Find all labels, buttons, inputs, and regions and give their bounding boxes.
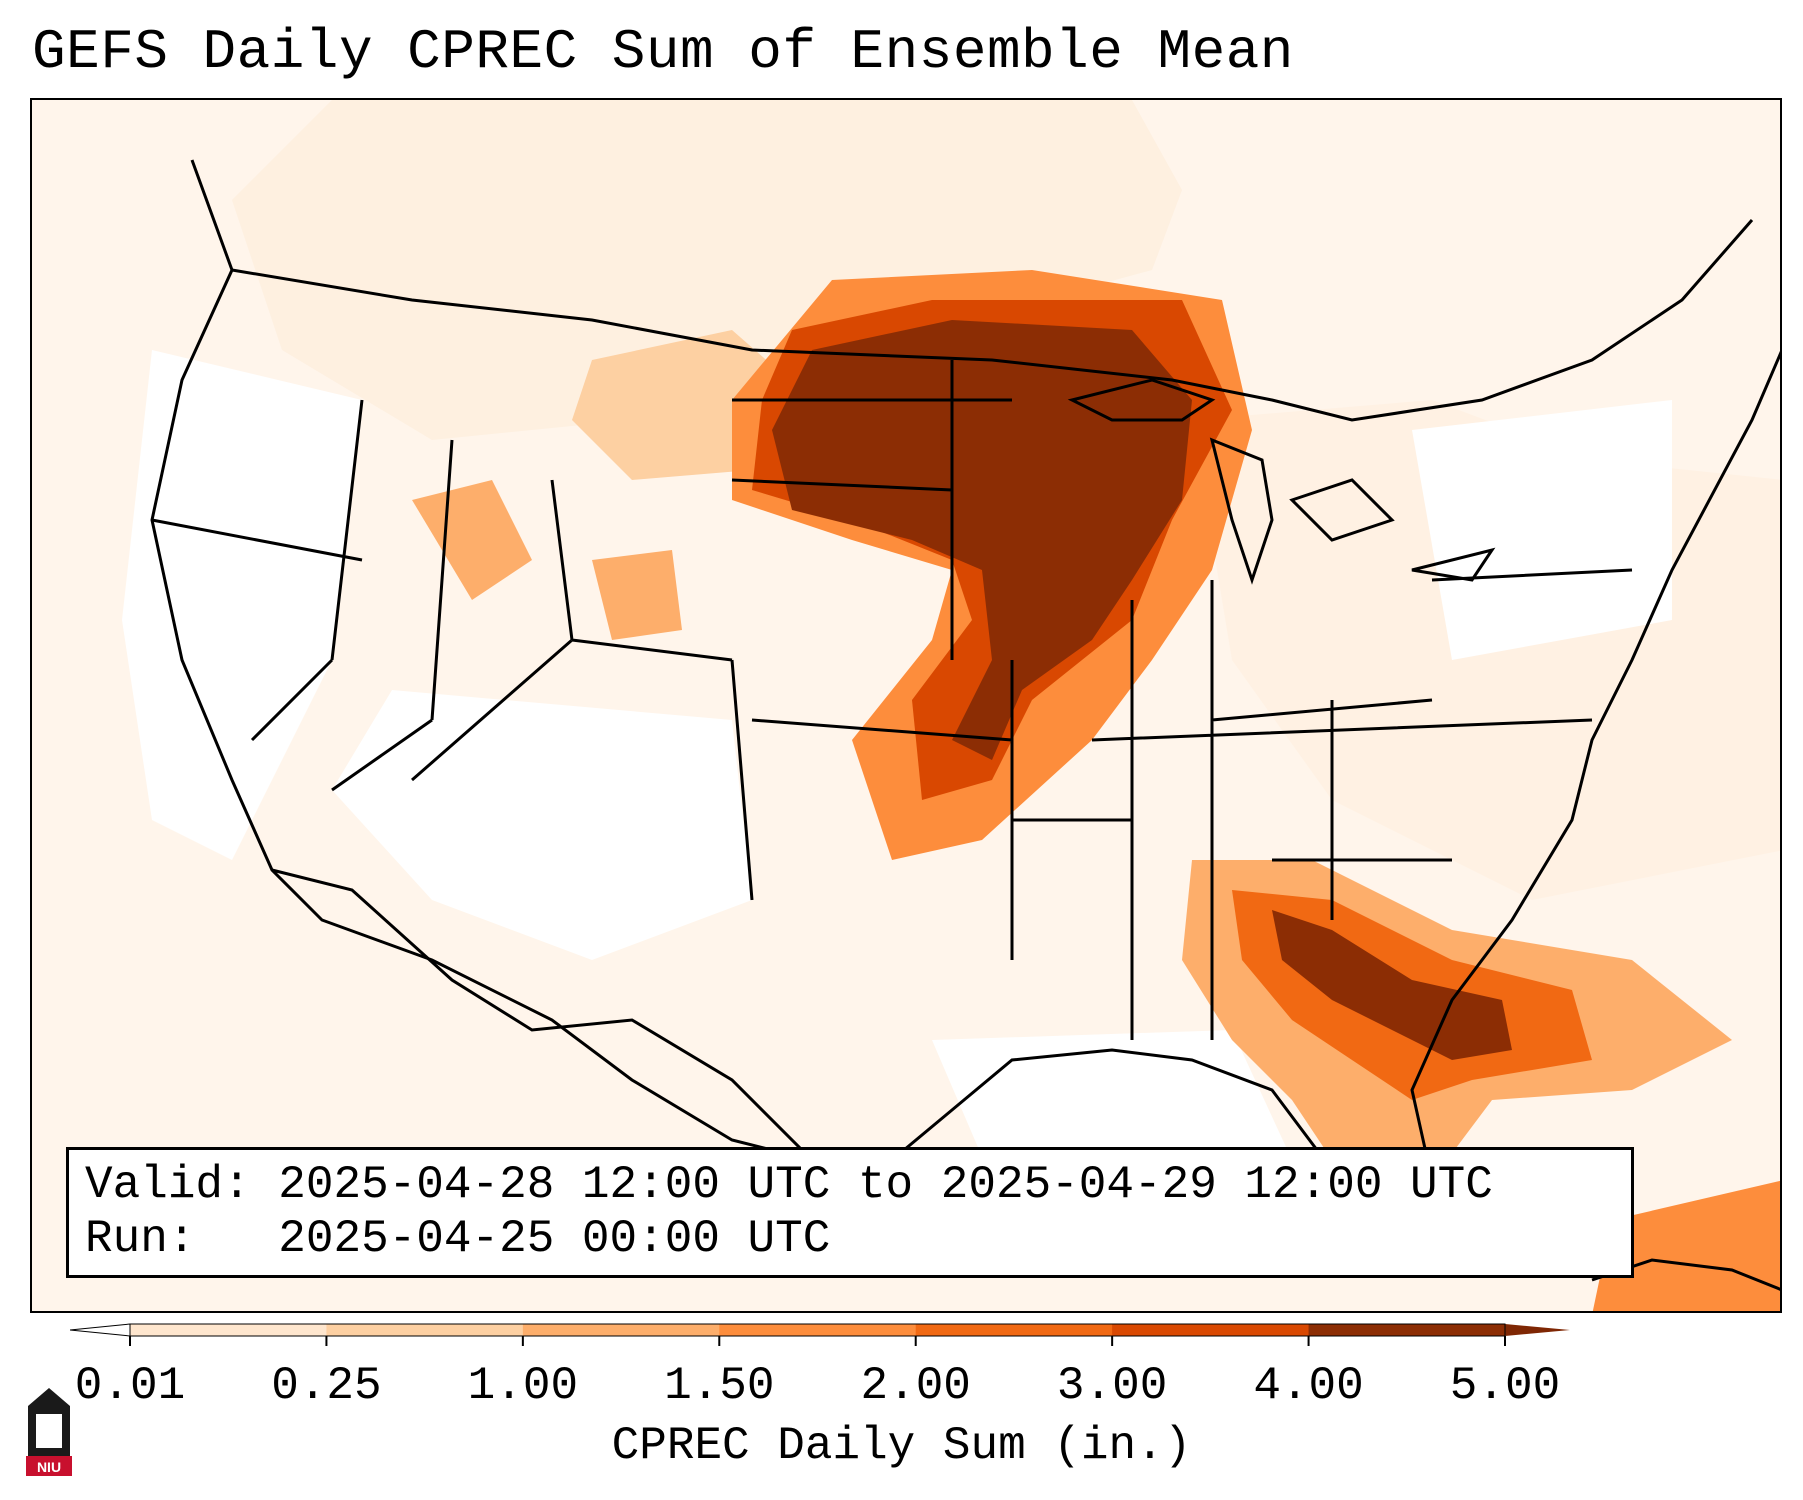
colorbar-segments (70, 1323, 1570, 1337)
colorbar-tick-label: 0.25 (271, 1360, 382, 1412)
colorbar-tick-label: 0.01 (74, 1360, 186, 1412)
colorbar-segment (522, 1324, 720, 1336)
precip-moderate-colorado (592, 550, 682, 640)
colorbar-extend-max (1505, 1324, 1570, 1336)
colorbar-label: CPREC Daily Sum (in.) (611, 1420, 1192, 1472)
state-lines (151, 360, 1633, 1040)
precip-moderate-wyoming (412, 480, 532, 600)
colorbar-segment (1308, 1324, 1506, 1336)
colorbar-segment (130, 1324, 327, 1336)
map-canvas (32, 100, 1780, 1311)
precip-shading (32, 100, 1780, 1311)
valid-label: Valid: (85, 1159, 251, 1211)
niu-logo: NIU (22, 1386, 76, 1480)
colorbar-extend-min (70, 1323, 131, 1337)
precip-max-southeast (1272, 910, 1512, 1060)
colorbar-segment (719, 1324, 917, 1336)
canada-border (231, 219, 1754, 422)
precip-light-north (232, 100, 1182, 440)
run-label: Run: (85, 1213, 196, 1265)
colorbar-tick-label: 2.00 (860, 1360, 971, 1412)
precipitation-map (30, 98, 1782, 1313)
chart-title: GEFS Daily CPREC Sum of Ensemble Mean (32, 20, 1294, 84)
colorbar-tick-label: 1.50 (664, 1360, 775, 1412)
colorbar-tick-label: 3.00 (1056, 1360, 1168, 1412)
colorbar-segment (326, 1324, 524, 1336)
dry-area-west (122, 350, 362, 860)
colorbar-segment (1112, 1324, 1310, 1336)
run-value: 2025-04-25 00:00 UTC (278, 1213, 831, 1265)
valid-value: 2025-04-28 12:00 UTC to 2025-04-29 12:00… (278, 1159, 1493, 1211)
colorbar-tick-label: 5.00 (1449, 1360, 1561, 1412)
colorbar-segment (915, 1324, 1113, 1336)
great-lakes (1067, 378, 1496, 585)
colorbar-ticks (129, 1336, 1506, 1346)
precip-caribbean (1592, 1180, 1780, 1311)
us-coastline (150, 159, 1780, 1212)
colorbar-tick-label: 4.00 (1253, 1360, 1364, 1412)
mexico-border (271, 868, 814, 1162)
precip-max-midwest (772, 320, 1192, 760)
colorbar (70, 1323, 1570, 1346)
logo-banner (26, 1456, 72, 1476)
boundaries (150, 159, 1780, 1291)
valid-run-info-box: Valid: 2025-04-28 12:00 UTC to 2025-04-2… (66, 1147, 1634, 1278)
dry-area-gulf (932, 1030, 1292, 1180)
dry-area-northeast (1412, 400, 1672, 660)
logo-window (36, 1414, 62, 1448)
colorbar-frame (129, 1323, 1506, 1337)
logo-text: NIU (37, 1459, 61, 1475)
colorbar-tick-label: 1.00 (467, 1360, 579, 1412)
